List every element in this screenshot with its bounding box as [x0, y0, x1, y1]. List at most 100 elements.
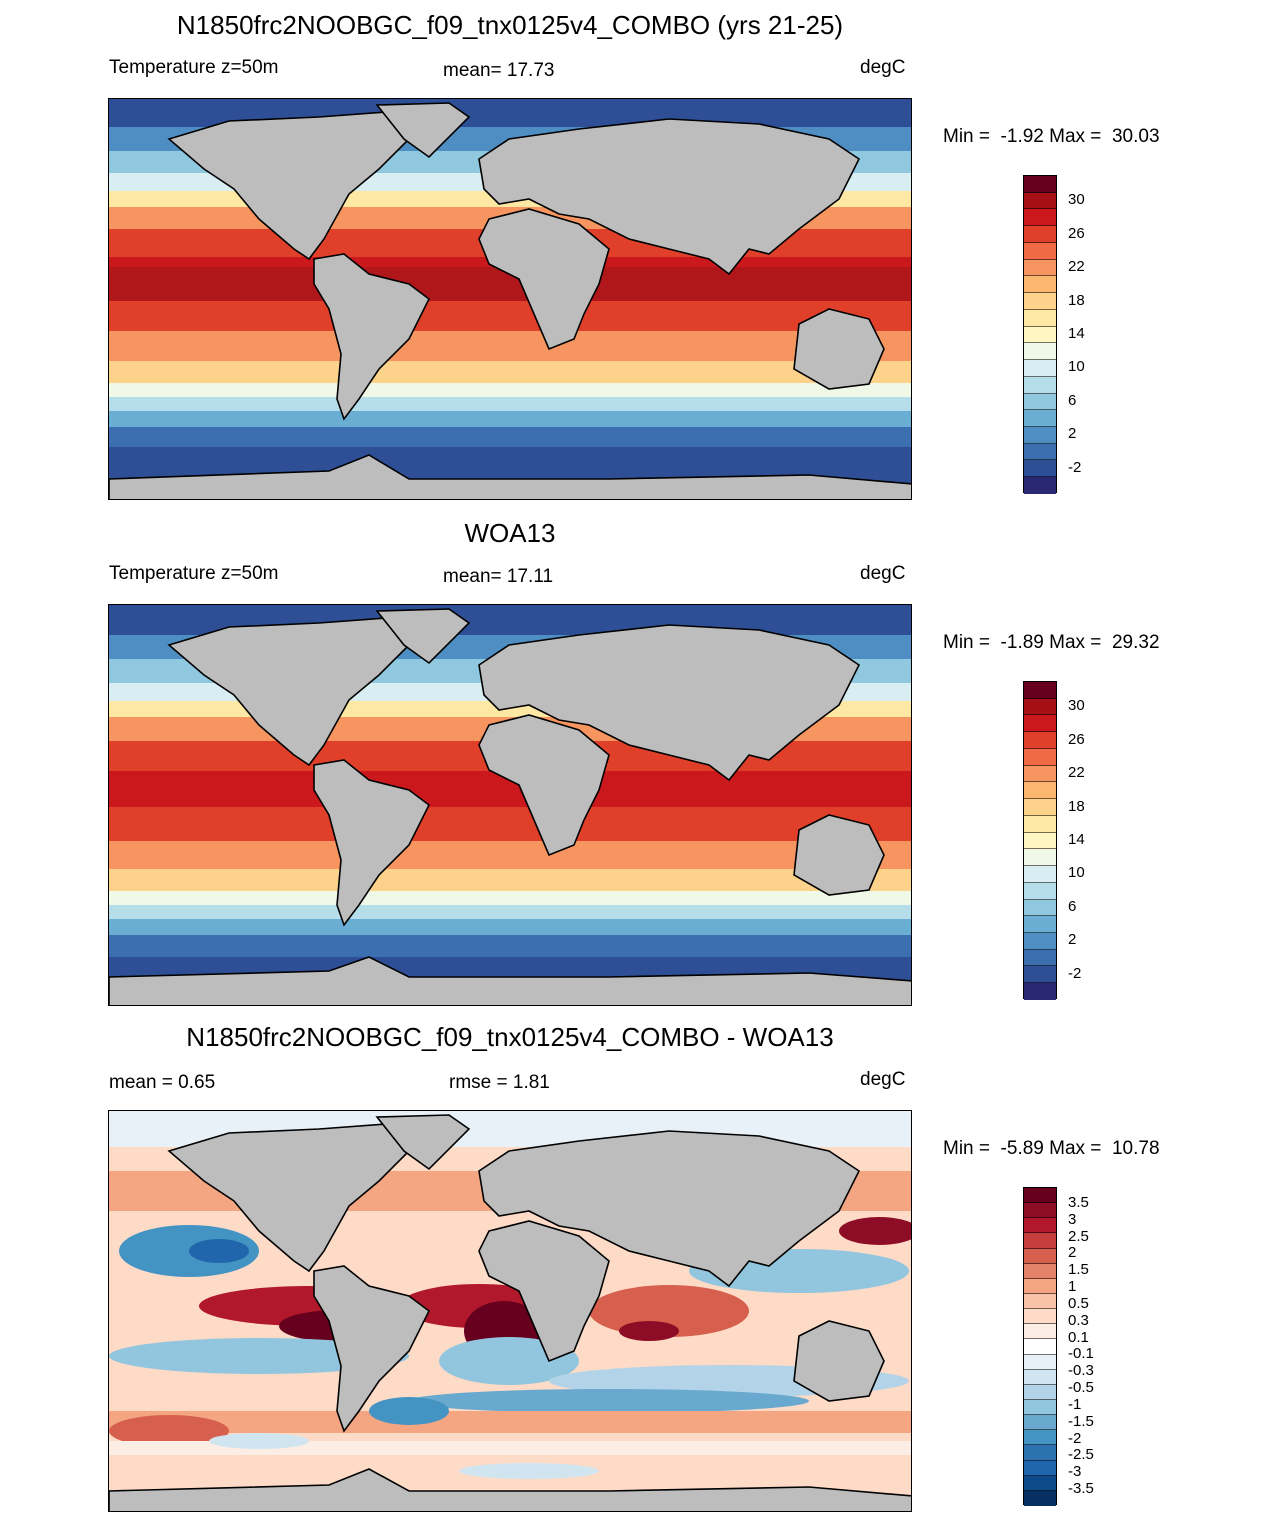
colorbar-tick-label: 10 [1068, 358, 1085, 376]
colorbar-segment [1024, 376, 1056, 394]
colorbar-tick-label: 22 [1068, 258, 1085, 276]
colorbar-tick-label: 2.5 [1068, 1227, 1089, 1245]
colorbar-segment [1024, 477, 1056, 494]
colorbar-tick-label: 18 [1068, 797, 1085, 815]
colorbar-segment [1024, 832, 1056, 850]
colorbar-tick-label: 30 [1068, 191, 1085, 209]
colorbar-tick-label: -0.3 [1068, 1362, 1094, 1380]
colorbar-segment [1024, 748, 1056, 766]
colorbar-segment [1024, 765, 1056, 783]
colorbar-tick-label: 14 [1068, 831, 1085, 848]
colorbar-segment [1024, 1203, 1056, 1219]
colorbar [1023, 1187, 1057, 1506]
mean-label: mean = 0.65 [109, 1072, 216, 1093]
colorbar-tick-label: 14 [1068, 325, 1085, 342]
colorbar-segment [1024, 427, 1056, 444]
colorbar-segment [1024, 192, 1056, 210]
field-label: Temperature z=50m [109, 563, 279, 584]
colorbar-segment [1024, 1324, 1056, 1340]
panel-title: N1850frc2NOOBGC_f09_tnx0125v4_COMBO (yrs… [176, 10, 844, 40]
colorbar-segment [1024, 949, 1056, 967]
colorbar-tick-label: 0.5 [1068, 1294, 1089, 1312]
colorbar [1023, 681, 1057, 1000]
colorbar-tick-label: 26 [1068, 730, 1085, 748]
colorbar-segment [1024, 799, 1056, 816]
colorbar-segment [1024, 293, 1056, 310]
colorbar-tick-label: -3.5 [1068, 1480, 1094, 1498]
minmax-label: Min = -1.89 Max = 29.32 [943, 632, 1160, 653]
colorbar-tick-label: 30 [1068, 697, 1085, 715]
colorbar-segment [1024, 916, 1056, 934]
minmax-label: Min = -5.89 Max = 10.78 [943, 1138, 1160, 1159]
colorbar-tick-label: 6 [1068, 391, 1077, 409]
colorbar-segment [1024, 682, 1056, 699]
colorbar-segment [1024, 1430, 1056, 1446]
colorbar-segment [1024, 1369, 1056, 1385]
colorbar-segment [1024, 899, 1056, 917]
colorbar-segment [1024, 242, 1056, 260]
map-plot [108, 604, 912, 1006]
minmax-label: Min = -1.92 Max = 30.03 [943, 126, 1160, 147]
colorbar-segment [1024, 715, 1056, 733]
colorbar-tick-label: 1 [1068, 1278, 1077, 1296]
colorbar-tick-label: -3 [1068, 1463, 1082, 1481]
units-label: degC [860, 1069, 906, 1090]
colorbar-tick-label: 0.1 [1068, 1328, 1089, 1346]
map-svg [109, 1111, 911, 1511]
colorbar-segment [1024, 1399, 1056, 1416]
colorbar-tick-label: 3.5 [1068, 1193, 1089, 1211]
colorbar-segment [1024, 1384, 1056, 1400]
colorbar-segment [1024, 276, 1056, 294]
colorbar-segment [1024, 226, 1056, 243]
colorbar-segment [1024, 1309, 1056, 1325]
colorbar-segment [1024, 360, 1056, 377]
colorbar-segment [1024, 849, 1056, 867]
panel-title: WOA13 [464, 518, 556, 548]
colorbar-segment [1024, 343, 1056, 361]
colorbar-segment [1024, 966, 1056, 984]
colorbar-segment [1024, 1445, 1056, 1461]
colorbar-tick-label: 2 [1068, 931, 1077, 949]
colorbar-tick-label: 0.3 [1068, 1311, 1089, 1329]
colorbar-segment [1024, 460, 1056, 478]
mean-label: mean= 17.11 [443, 566, 554, 587]
colorbar-tick-label: 6 [1068, 897, 1077, 915]
colorbar-tick-label: -0.1 [1068, 1345, 1094, 1363]
colorbar-segment [1024, 815, 1056, 833]
units-label: degC [860, 57, 906, 78]
panel-observations: WOA13 Temperature z=50m mean= 17.11 degC [0, 506, 1285, 1012]
map-plot [108, 98, 912, 500]
colorbar-tick-label: -2 [1068, 964, 1082, 982]
colorbar-tick-label: 10 [1068, 864, 1085, 882]
colorbar-tick-label: -2 [1068, 1429, 1082, 1447]
colorbar-tick-label: -2 [1068, 458, 1082, 476]
colorbar-tick-label: 3 [1068, 1210, 1077, 1228]
colorbar-segment [1024, 1475, 1056, 1491]
colorbar-segment [1024, 1339, 1056, 1355]
colorbar-segment [1024, 309, 1056, 327]
colorbar-segment [1024, 1293, 1056, 1310]
colorbar-tick-label: 22 [1068, 764, 1085, 782]
colorbar-segment [1024, 698, 1056, 716]
colorbar-segment [1024, 1248, 1056, 1264]
colorbar-tick-label: 18 [1068, 291, 1085, 309]
map-plot [108, 1110, 912, 1512]
field-label: Temperature z=50m [109, 57, 279, 78]
colorbar-segment [1024, 176, 1056, 193]
colorbar-tick-label: -0.5 [1068, 1379, 1094, 1397]
panel-title: N1850frc2NOOBGC_f09_tnx0125v4_COMBO - WO… [186, 1022, 834, 1052]
map-svg [109, 605, 911, 1005]
colorbar-tick-label: 2 [1068, 425, 1077, 443]
colorbar-segment [1024, 1278, 1056, 1294]
colorbar-segment [1024, 933, 1056, 950]
colorbar-segment [1024, 1415, 1056, 1431]
colorbar-tick-label: -1.5 [1068, 1412, 1094, 1430]
map-svg [109, 99, 911, 499]
colorbar-segment [1024, 209, 1056, 227]
colorbar [1023, 175, 1057, 494]
colorbar-segment [1024, 983, 1056, 1000]
colorbar-segment [1024, 326, 1056, 344]
colorbar-tick-label: -1 [1068, 1395, 1082, 1413]
colorbar-segment [1024, 410, 1056, 428]
colorbar-segment [1024, 1263, 1056, 1279]
